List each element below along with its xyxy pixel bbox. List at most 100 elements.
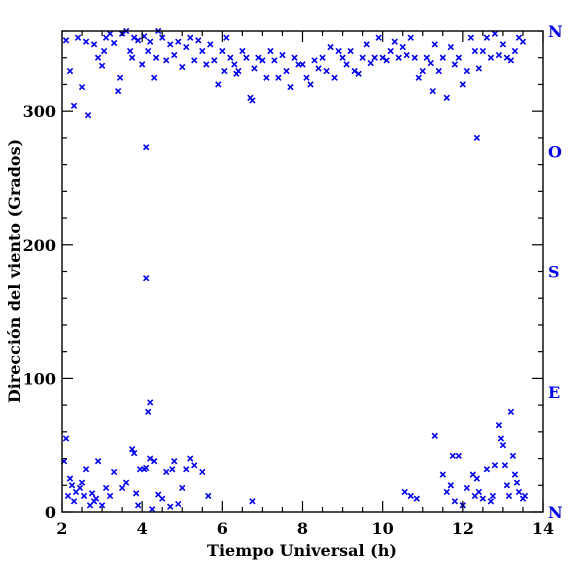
data-point bbox=[143, 464, 150, 472]
data-point bbox=[235, 67, 242, 75]
data-point bbox=[497, 435, 505, 442]
data-point bbox=[331, 74, 338, 81]
data-point bbox=[275, 74, 282, 81]
data-point bbox=[183, 43, 190, 51]
data-point bbox=[199, 47, 206, 55]
compass-direction-labels: N O S E N bbox=[548, 22, 563, 522]
x-tick-label: 12 bbox=[452, 519, 474, 538]
data-point bbox=[143, 275, 150, 282]
y-tick-label: 200 bbox=[23, 236, 56, 255]
data-point bbox=[283, 67, 290, 75]
data-point bbox=[471, 47, 479, 55]
data-point bbox=[487, 54, 495, 61]
data-point bbox=[134, 502, 142, 509]
data-point bbox=[431, 432, 438, 440]
data-point bbox=[249, 498, 256, 505]
data-point bbox=[147, 38, 154, 45]
data-point bbox=[511, 47, 519, 55]
data-point bbox=[327, 43, 334, 51]
data-point bbox=[145, 408, 152, 415]
x-tick-label: 2 bbox=[56, 519, 67, 538]
data-point bbox=[411, 54, 418, 61]
y-axis-label: Dirección del viento (Grados) bbox=[5, 139, 24, 403]
data-point bbox=[199, 468, 206, 476]
data-point bbox=[191, 462, 198, 469]
data-point bbox=[263, 74, 270, 81]
data-point bbox=[413, 495, 420, 502]
data-point bbox=[227, 54, 234, 61]
data-point bbox=[355, 70, 362, 77]
data-point bbox=[106, 492, 114, 500]
data-point bbox=[501, 462, 509, 469]
data-point bbox=[367, 59, 374, 67]
data-point bbox=[279, 51, 286, 59]
data-point bbox=[403, 51, 410, 59]
data-point bbox=[145, 47, 152, 55]
data-point bbox=[143, 144, 150, 151]
data-point bbox=[167, 503, 174, 510]
data-point bbox=[147, 399, 154, 406]
data-point bbox=[423, 54, 430, 61]
data-point bbox=[479, 495, 487, 502]
data-point bbox=[78, 83, 86, 91]
data-point bbox=[407, 34, 414, 41]
data-point bbox=[179, 484, 186, 492]
data-point bbox=[191, 57, 198, 64]
data-point bbox=[215, 81, 222, 88]
data-point bbox=[487, 498, 495, 505]
data-point bbox=[205, 492, 212, 500]
data-point bbox=[249, 97, 256, 104]
data-point bbox=[159, 34, 166, 41]
data-point bbox=[223, 34, 230, 41]
data-point bbox=[475, 65, 483, 72]
data-point bbox=[82, 38, 90, 45]
data-point bbox=[116, 74, 124, 81]
data-point bbox=[243, 54, 250, 61]
data-point bbox=[491, 462, 499, 469]
data-point bbox=[519, 38, 527, 45]
data-point bbox=[323, 67, 330, 75]
data-point bbox=[149, 506, 156, 513]
compass-label: N bbox=[548, 22, 563, 41]
data-point bbox=[163, 57, 170, 64]
data-point bbox=[475, 488, 483, 496]
data-point bbox=[122, 479, 130, 486]
data-point bbox=[74, 34, 82, 41]
data-point bbox=[343, 61, 350, 68]
data-point bbox=[435, 67, 442, 75]
data-point bbox=[153, 54, 160, 61]
data-point bbox=[307, 81, 314, 88]
x-tick-label: 4 bbox=[137, 519, 148, 538]
data-point bbox=[351, 67, 358, 75]
data-point bbox=[515, 488, 523, 496]
data-point bbox=[391, 38, 398, 45]
data-point bbox=[507, 57, 515, 64]
data-point bbox=[271, 57, 278, 64]
data-point bbox=[511, 471, 519, 478]
data-point bbox=[171, 51, 178, 59]
data-point bbox=[315, 65, 322, 72]
data-point bbox=[90, 41, 98, 48]
data-point bbox=[203, 61, 210, 68]
data-point bbox=[70, 498, 78, 505]
data-point bbox=[347, 47, 354, 55]
data-point bbox=[467, 34, 475, 41]
data-point bbox=[447, 482, 454, 489]
data-point bbox=[399, 43, 406, 51]
data-point bbox=[66, 67, 74, 75]
data-point bbox=[443, 488, 450, 496]
data-point bbox=[387, 47, 394, 55]
y-tick-label: 0 bbox=[45, 503, 56, 522]
data-point bbox=[159, 495, 166, 502]
data-point bbox=[513, 479, 521, 486]
data-point bbox=[299, 61, 306, 68]
data-point bbox=[64, 492, 72, 500]
data-point bbox=[175, 500, 182, 508]
data-point bbox=[110, 468, 118, 476]
data-point bbox=[483, 466, 491, 473]
data-point bbox=[451, 498, 458, 505]
data-point bbox=[443, 94, 450, 101]
data-point bbox=[84, 112, 92, 119]
data-point bbox=[82, 466, 90, 473]
